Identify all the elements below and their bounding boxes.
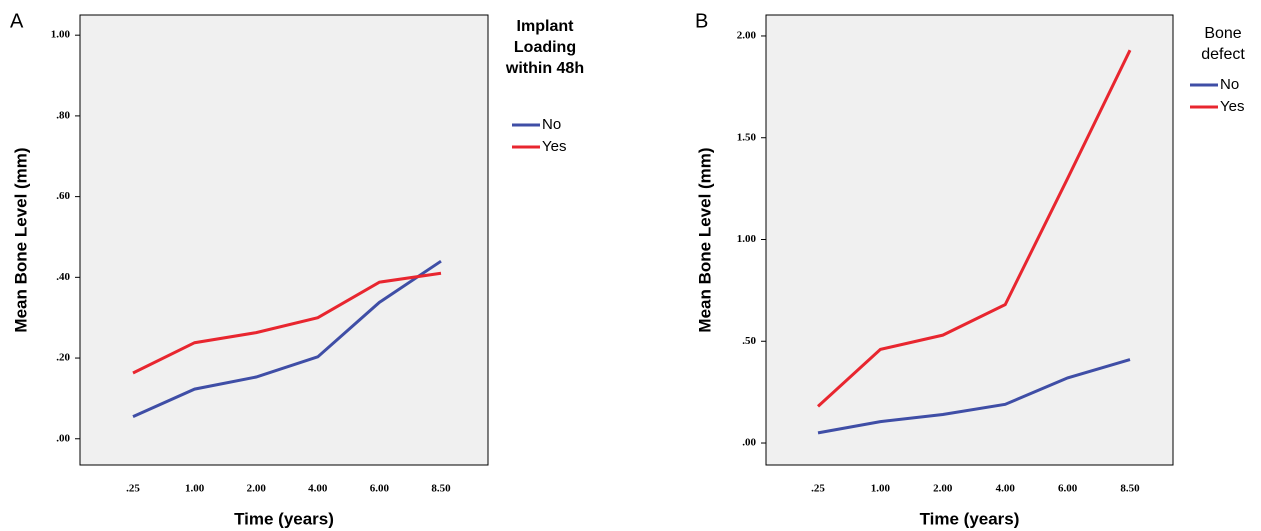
x-tick-label: 6.00 bbox=[370, 483, 390, 495]
y-tick-label: 1.00 bbox=[737, 233, 757, 245]
series-line bbox=[817, 358, 1131, 435]
y-tick-label: .50 bbox=[742, 335, 756, 347]
x-tick-label: 1.00 bbox=[185, 483, 205, 495]
series-line bbox=[132, 271, 442, 375]
legend-label: No bbox=[542, 116, 561, 133]
plot-area bbox=[79, 14, 489, 466]
y-axis-title: Mean Bone Level (mm) bbox=[11, 147, 30, 332]
legend-title-box: Bone defect bbox=[1201, 25, 1245, 63]
x-tick-label: 1.00 bbox=[871, 483, 891, 495]
legend-title: Implant Loading within 48h bbox=[505, 18, 585, 77]
legend-label: No bbox=[1220, 76, 1239, 93]
x-tick-label: 2.00 bbox=[247, 483, 267, 495]
y-tick-label: .00 bbox=[742, 437, 756, 449]
x-tick-label: 4.00 bbox=[996, 483, 1016, 495]
legend-title: Bone defect bbox=[1201, 25, 1245, 63]
x-tick-label: 8.50 bbox=[1120, 483, 1140, 495]
legend-label: Yes bbox=[1220, 98, 1244, 115]
panel-label: B bbox=[695, 10, 708, 32]
x-tick-label: 4.00 bbox=[308, 483, 328, 495]
legend-title-box: Implant Loading within 48h bbox=[505, 18, 585, 77]
y-tick-label: .40 bbox=[56, 271, 70, 283]
x-tick-label: 6.00 bbox=[1058, 483, 1078, 495]
series-line bbox=[132, 259, 442, 418]
y-tick-label: 1.50 bbox=[737, 131, 757, 143]
y-tick-label: .60 bbox=[56, 190, 70, 202]
y-tick-label: .20 bbox=[56, 352, 70, 364]
y-tick-label: .00 bbox=[56, 432, 70, 444]
panel-label: A bbox=[10, 10, 24, 32]
x-tick-label: .25 bbox=[126, 483, 140, 495]
x-tick-label: 8.50 bbox=[431, 483, 451, 495]
y-tick-label: 2.00 bbox=[737, 29, 757, 41]
y-tick-label: 1.00 bbox=[51, 29, 71, 41]
x-axis-title: Time (years) bbox=[234, 509, 334, 528]
series-line bbox=[816, 49, 1132, 408]
x-tick-label: 2.00 bbox=[933, 483, 953, 495]
x-tick-label: .25 bbox=[811, 483, 825, 495]
x-axis-title: Time (years) bbox=[920, 509, 1020, 528]
y-tick-label: .80 bbox=[56, 109, 70, 121]
legend-label: Yes bbox=[542, 138, 566, 155]
y-axis-title: Mean Bone Level (mm) bbox=[695, 147, 714, 332]
